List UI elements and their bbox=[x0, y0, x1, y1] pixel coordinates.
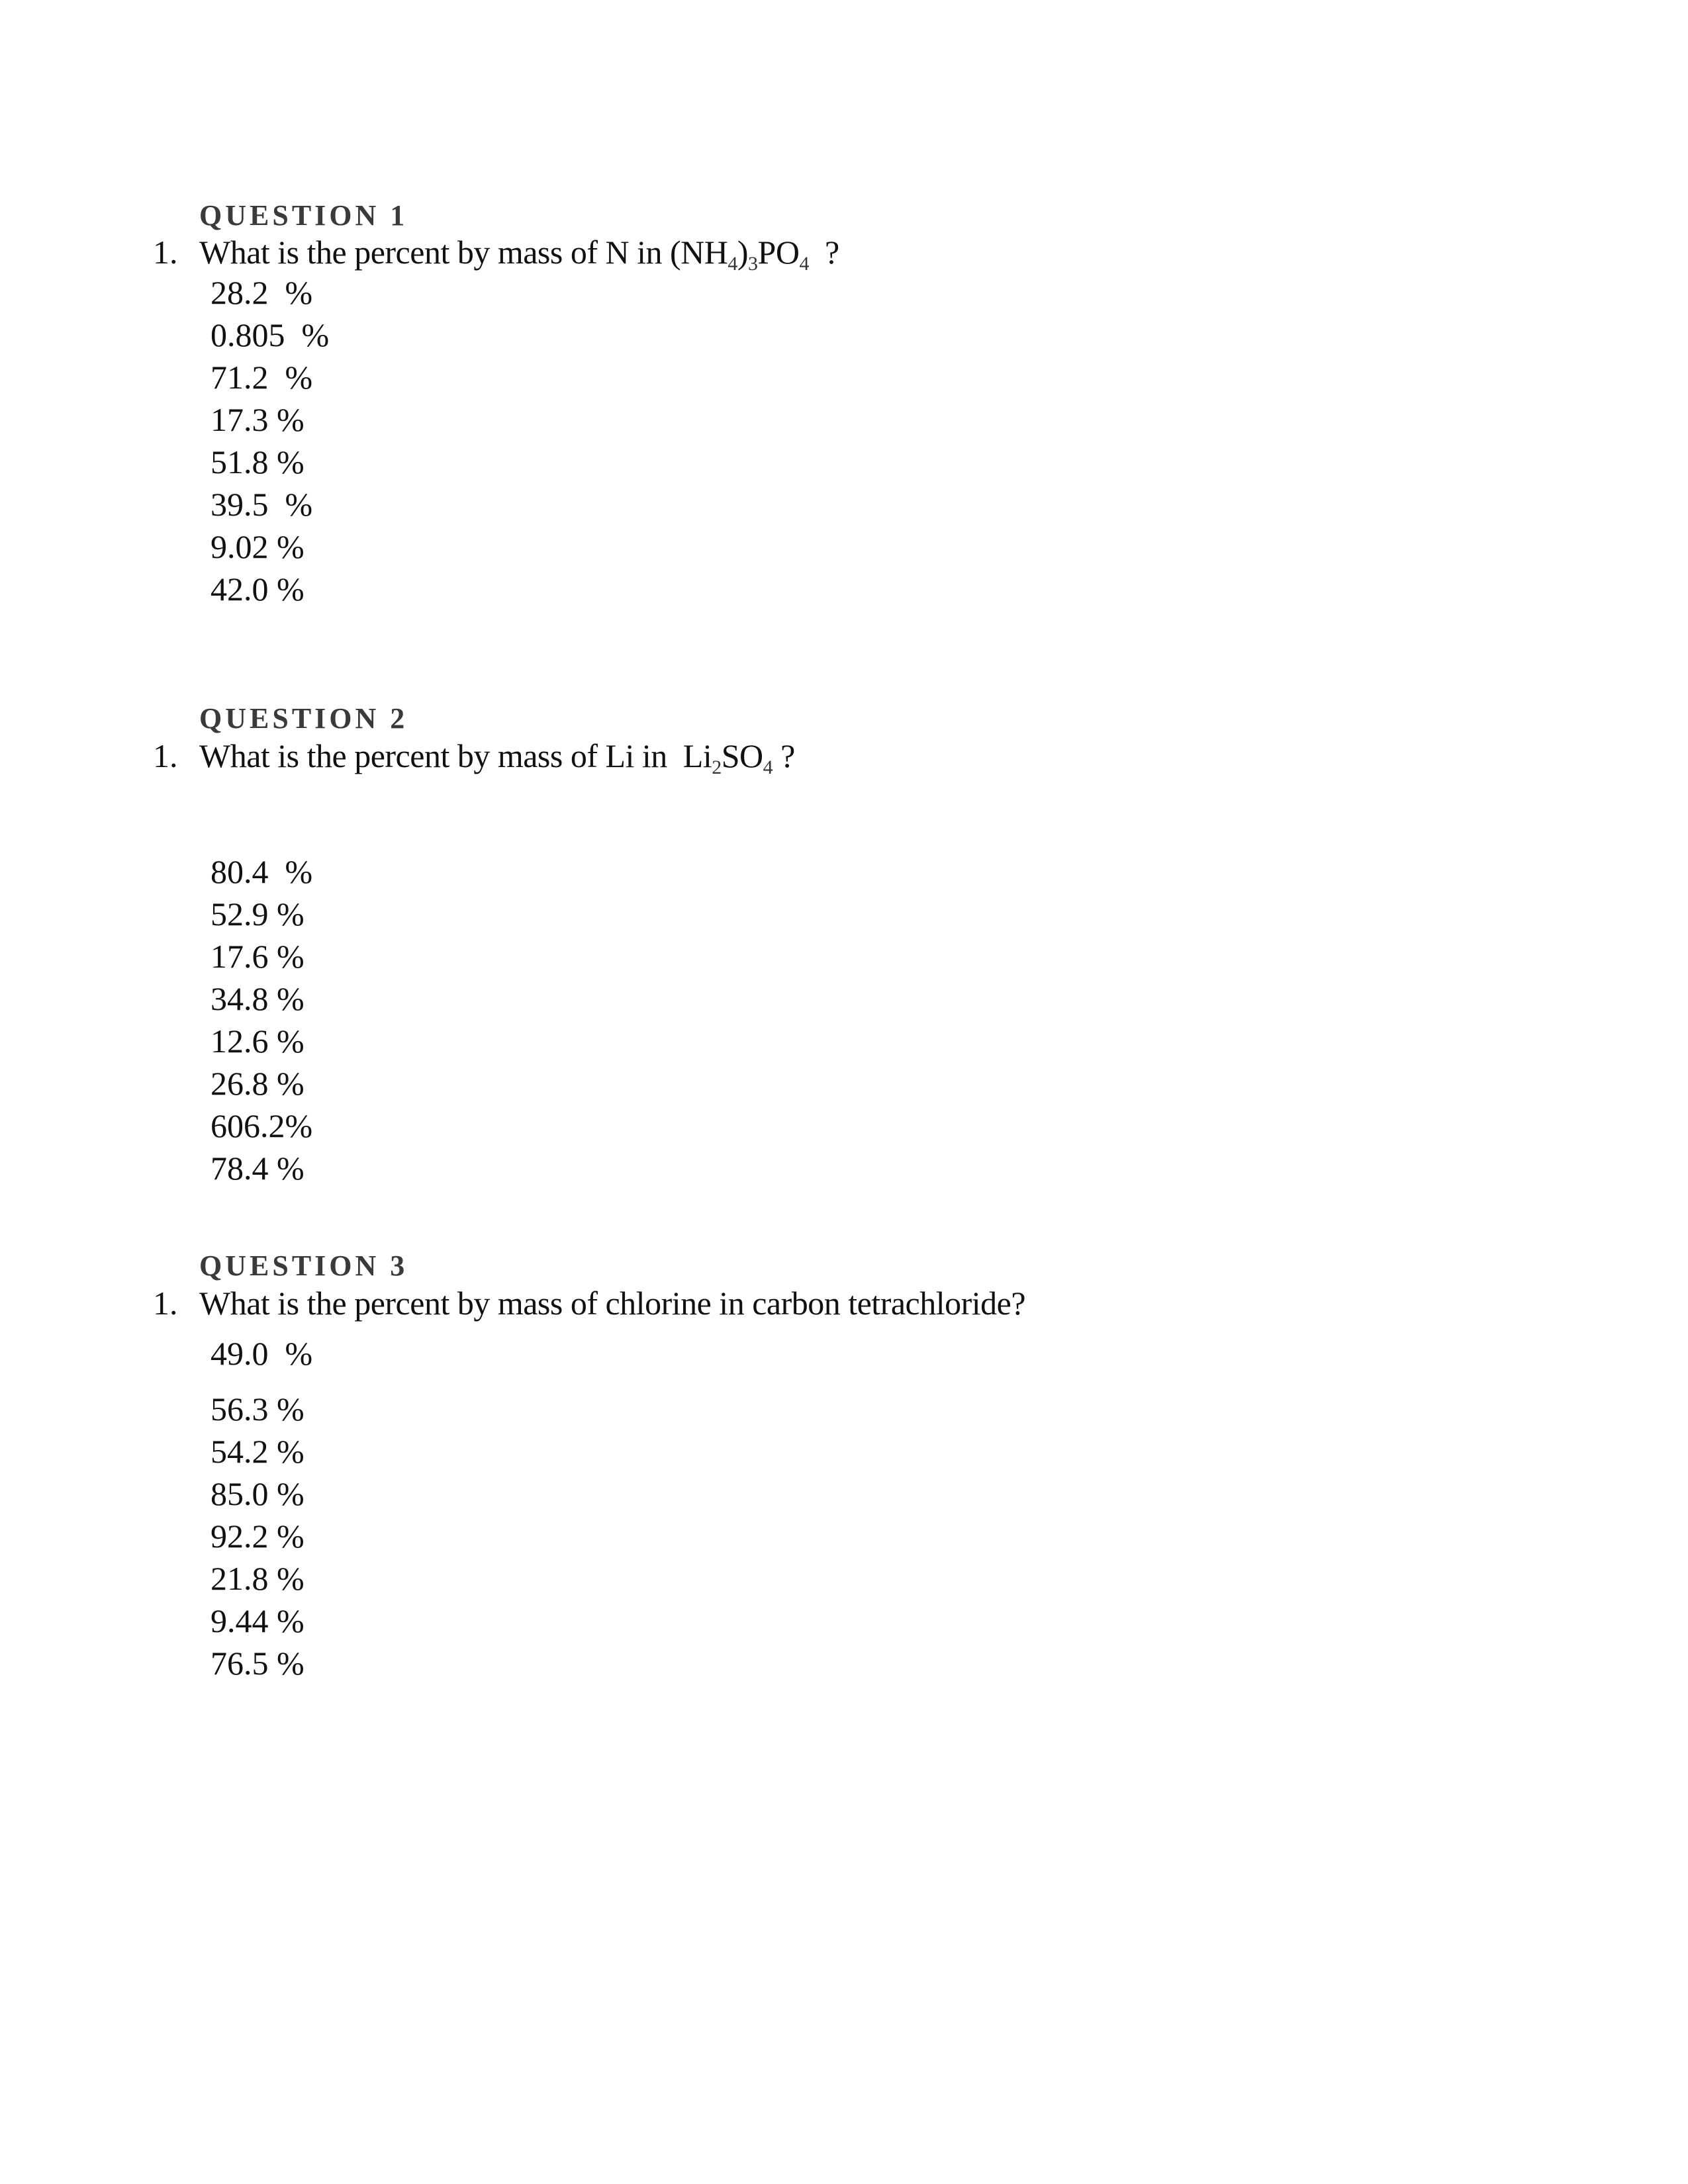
question-number: 1. bbox=[153, 737, 178, 774]
answer-option: 80.4 % bbox=[211, 853, 313, 890]
question-prompt: What is the percent by mass of chlorine … bbox=[199, 1285, 1026, 1322]
question-heading: QUESTION 3 bbox=[199, 1250, 408, 1282]
subscript: 2 bbox=[712, 756, 722, 778]
answer-option: 78.4 % bbox=[211, 1150, 305, 1187]
prompt-text: What is the percent by mass of chlorine … bbox=[199, 1285, 1026, 1322]
answer-option: 9.02 % bbox=[211, 528, 305, 565]
answer-option: 52.9 % bbox=[211, 895, 305, 933]
answer-option: 56.3 % bbox=[211, 1390, 305, 1428]
question-heading: QUESTION 1 bbox=[199, 199, 408, 232]
answer-option: 9.44 % bbox=[211, 1602, 305, 1639]
prompt-text: ) bbox=[737, 234, 749, 271]
answer-option: 34.8 % bbox=[211, 980, 305, 1017]
question-prompt: What is the percent by mass of N in (NH4… bbox=[199, 234, 839, 275]
answer-option: 51.8 % bbox=[211, 443, 305, 480]
subscript: 3 bbox=[748, 253, 758, 275]
prompt-text: What is the percent by mass of N in (NH bbox=[199, 234, 728, 271]
answer-option: 42.0 % bbox=[211, 570, 305, 608]
answer-option: 26.8 % bbox=[211, 1065, 305, 1102]
question-number: 1. bbox=[153, 234, 178, 271]
subscript: 4 bbox=[763, 756, 773, 778]
answer-option: 85.0 % bbox=[211, 1475, 305, 1512]
question-prompt: What is the percent by mass of Li in Li2… bbox=[199, 737, 795, 778]
answer-option: 17.3 % bbox=[211, 401, 305, 438]
answer-option: 12.6 % bbox=[211, 1023, 305, 1060]
answer-option: 92.2 % bbox=[211, 1518, 305, 1555]
answer-option: 0.805 % bbox=[211, 316, 330, 353]
prompt-text: ? bbox=[808, 234, 839, 271]
answer-option: 54.2 % bbox=[211, 1433, 305, 1470]
subscript: 4 bbox=[727, 253, 737, 275]
prompt-text: What is the percent by mass of Li in Li bbox=[199, 737, 712, 774]
answer-option: 606.2% bbox=[211, 1107, 313, 1144]
prompt-text: SO bbox=[721, 737, 763, 774]
prompt-text: ? bbox=[773, 737, 795, 774]
answer-option: 71.2 % bbox=[211, 359, 313, 396]
answer-option: 76.5 % bbox=[211, 1645, 305, 1682]
answer-option: 49.0 % bbox=[211, 1335, 313, 1372]
question-heading: QUESTION 2 bbox=[199, 702, 408, 735]
prompt-text: PO bbox=[757, 234, 800, 271]
question-number: 1. bbox=[153, 1285, 178, 1322]
answer-option: 39.5 % bbox=[211, 486, 313, 523]
answer-option: 17.6 % bbox=[211, 938, 305, 975]
answer-option: 28.2 % bbox=[211, 274, 313, 311]
answer-option: 21.8 % bbox=[211, 1560, 305, 1597]
subscript: 4 bbox=[799, 253, 809, 275]
